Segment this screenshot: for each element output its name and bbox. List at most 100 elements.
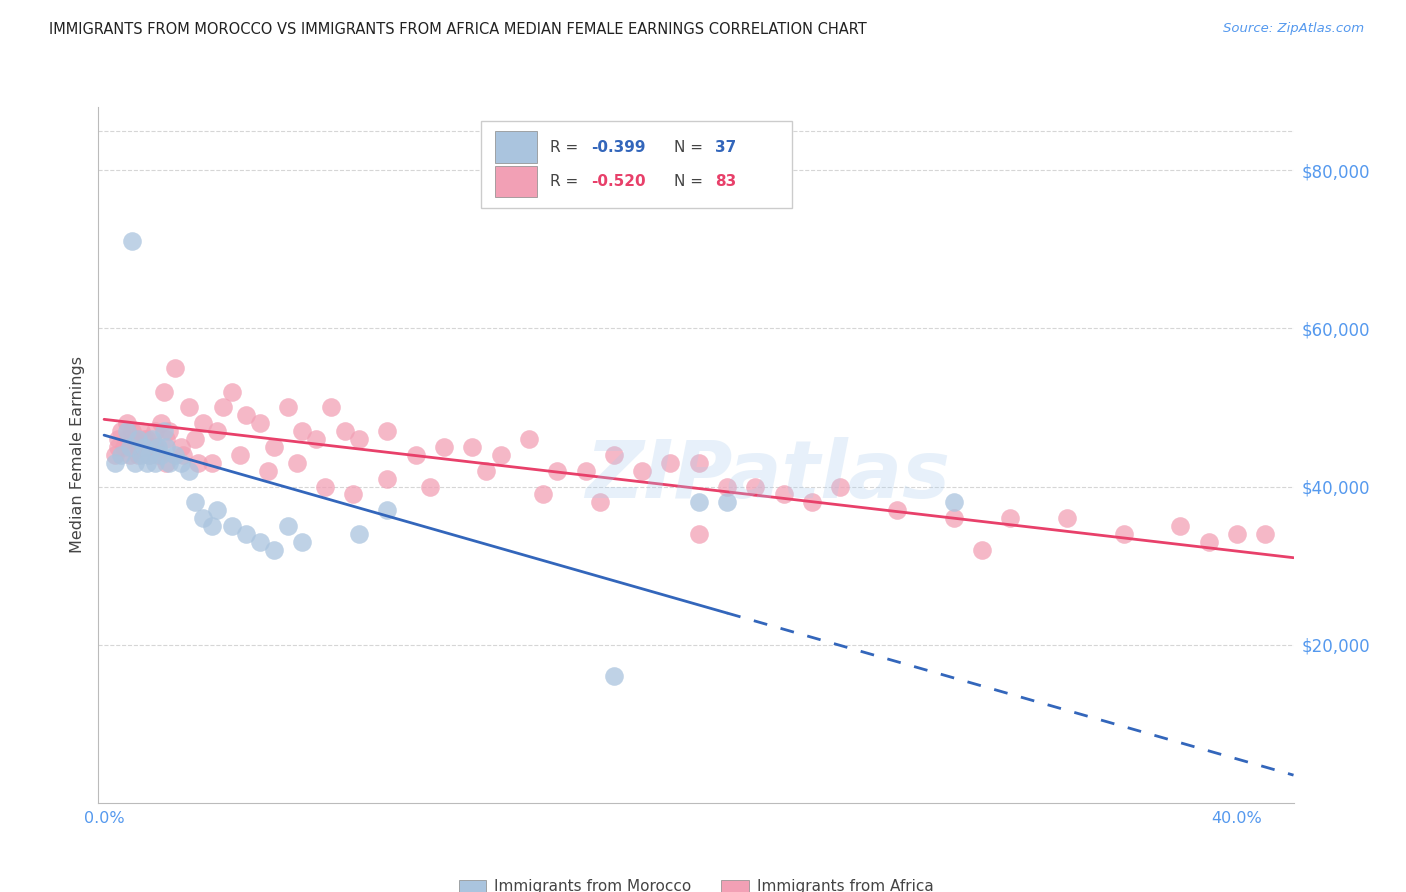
Point xyxy=(603,669,626,683)
Point xyxy=(229,448,252,462)
Point xyxy=(155,440,177,454)
Point xyxy=(115,424,138,438)
Point xyxy=(375,472,398,486)
Point xyxy=(1168,519,1191,533)
Point xyxy=(143,440,166,454)
Point xyxy=(169,456,191,470)
Point xyxy=(942,495,965,509)
Point xyxy=(163,361,186,376)
Point xyxy=(801,495,824,509)
Point xyxy=(143,456,166,470)
Point xyxy=(419,479,441,493)
Point xyxy=(207,424,229,438)
Point xyxy=(138,448,160,462)
Point xyxy=(277,519,299,533)
Point xyxy=(124,456,146,470)
Point xyxy=(127,440,149,454)
Point xyxy=(177,401,200,415)
Point xyxy=(112,440,135,454)
Point xyxy=(659,456,682,470)
Point xyxy=(546,464,568,478)
Text: N =: N = xyxy=(675,139,703,154)
FancyBboxPatch shape xyxy=(495,166,537,197)
Point xyxy=(517,432,540,446)
Point xyxy=(235,409,257,423)
Point xyxy=(347,527,370,541)
Point xyxy=(193,511,215,525)
Point xyxy=(574,464,596,478)
Point xyxy=(129,424,152,438)
Point xyxy=(333,424,356,438)
Point xyxy=(141,432,163,446)
Point xyxy=(207,503,229,517)
Point xyxy=(124,432,146,446)
Point xyxy=(121,424,143,438)
Point xyxy=(830,479,852,493)
Point xyxy=(107,432,129,446)
Point xyxy=(183,432,205,446)
Point xyxy=(135,432,157,446)
Point xyxy=(118,440,141,454)
Point xyxy=(347,432,370,446)
Point xyxy=(688,495,710,509)
Point xyxy=(157,456,180,470)
Point xyxy=(305,432,328,446)
Text: 37: 37 xyxy=(716,139,737,154)
Point xyxy=(433,440,456,454)
Text: N =: N = xyxy=(675,174,703,189)
Point xyxy=(688,456,710,470)
Point xyxy=(177,464,200,478)
Point xyxy=(405,448,427,462)
Point xyxy=(1000,511,1022,525)
Point xyxy=(342,487,364,501)
Point xyxy=(314,479,336,493)
Text: R =: R = xyxy=(550,139,578,154)
Point xyxy=(249,417,271,431)
Point xyxy=(489,448,512,462)
Point xyxy=(129,448,152,462)
Point xyxy=(115,417,138,431)
Point xyxy=(127,432,149,446)
Text: R =: R = xyxy=(550,174,578,189)
Text: 83: 83 xyxy=(716,174,737,189)
Point xyxy=(277,401,299,415)
Point xyxy=(155,432,177,446)
Point xyxy=(163,448,186,462)
Y-axis label: Median Female Earnings: Median Female Earnings xyxy=(70,357,86,553)
Point xyxy=(115,432,138,446)
Point xyxy=(589,495,612,509)
Point xyxy=(193,417,215,431)
Point xyxy=(886,503,908,517)
Point xyxy=(186,456,208,470)
Point xyxy=(183,495,205,509)
Text: ZIPatlas: ZIPatlas xyxy=(585,437,950,515)
Text: Source: ZipAtlas.com: Source: ZipAtlas.com xyxy=(1223,22,1364,36)
Point xyxy=(132,432,155,446)
Point xyxy=(291,424,314,438)
Point xyxy=(110,448,132,462)
Point xyxy=(169,440,191,454)
Legend: Immigrants from Morocco, Immigrants from Africa: Immigrants from Morocco, Immigrants from… xyxy=(453,873,939,892)
Point xyxy=(772,487,794,501)
Point xyxy=(603,448,626,462)
Point xyxy=(121,235,143,249)
Point xyxy=(942,511,965,525)
Point xyxy=(716,495,738,509)
Point xyxy=(110,424,132,438)
Point xyxy=(172,448,194,462)
Point xyxy=(531,487,554,501)
Point xyxy=(375,503,398,517)
Point xyxy=(212,401,235,415)
Point xyxy=(157,424,180,438)
Point xyxy=(263,542,285,557)
Point xyxy=(1056,511,1078,525)
Point xyxy=(1254,527,1277,541)
Text: -0.399: -0.399 xyxy=(591,139,645,154)
Point xyxy=(970,542,993,557)
Point xyxy=(201,456,224,470)
Text: -0.520: -0.520 xyxy=(591,174,645,189)
Point xyxy=(688,527,710,541)
Point xyxy=(257,464,280,478)
Point xyxy=(716,479,738,493)
Point xyxy=(104,448,127,462)
